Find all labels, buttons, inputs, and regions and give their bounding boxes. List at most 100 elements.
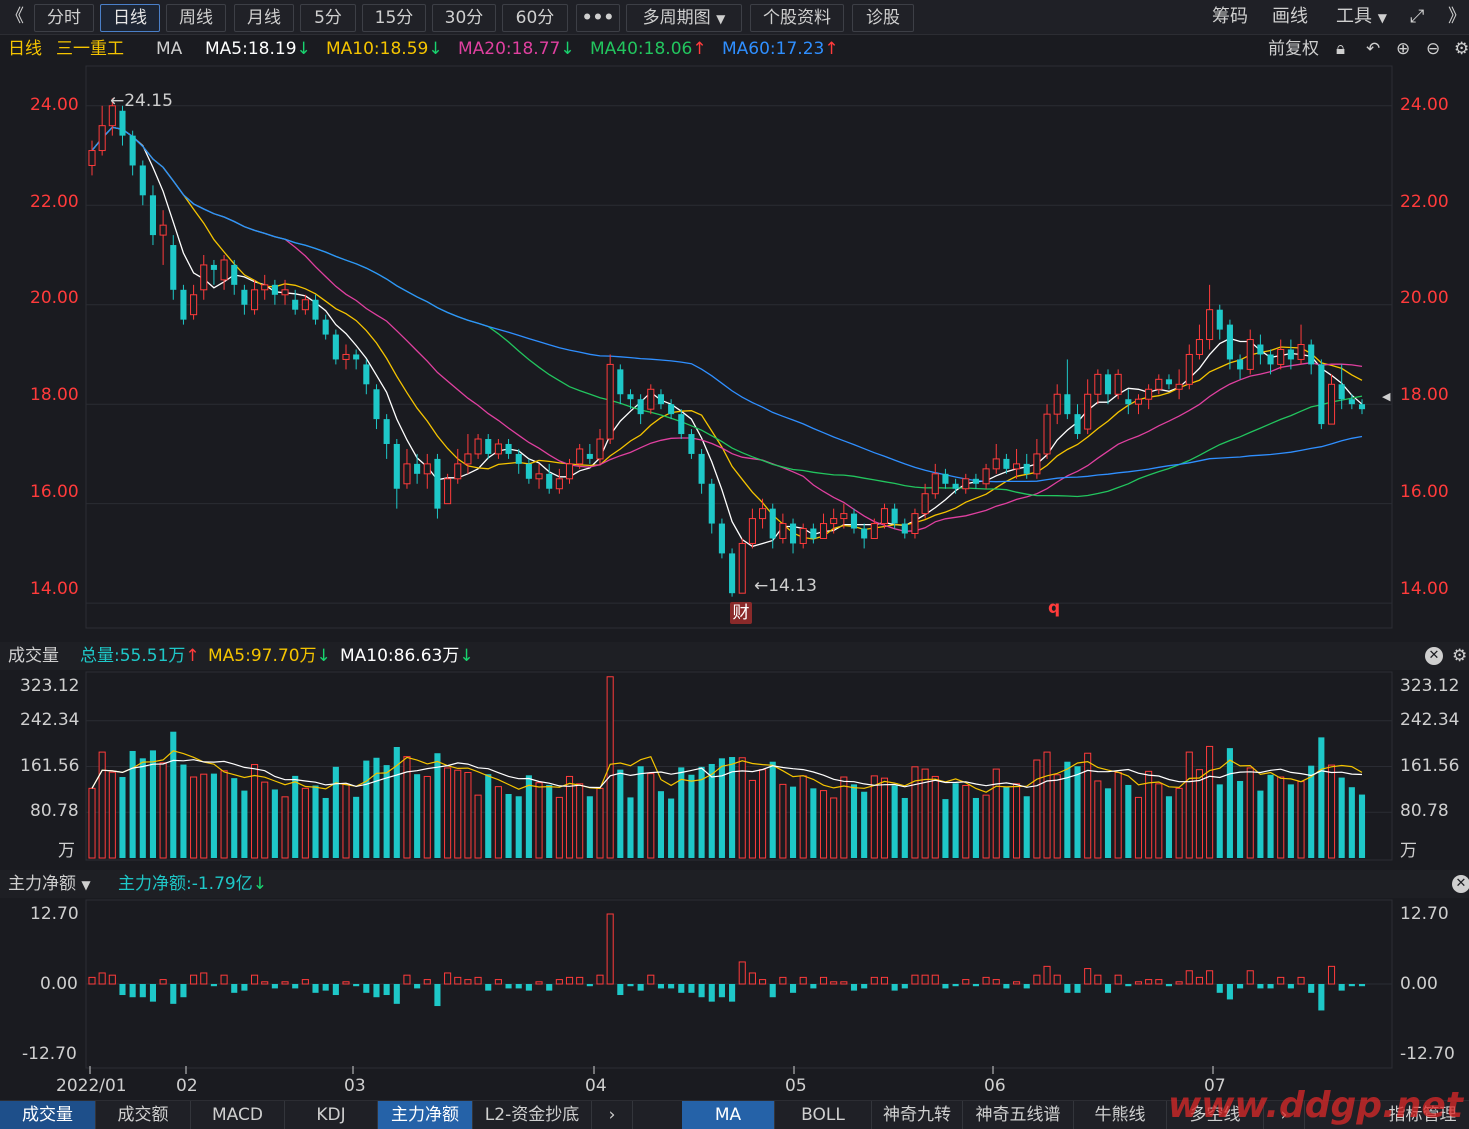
volume-bar	[992, 768, 1000, 859]
collapse-left-icon[interactable]: 《	[6, 6, 24, 27]
tab-magic-five[interactable]: 神奇五线谱	[963, 1101, 1074, 1129]
flow-bar	[688, 984, 695, 993]
ma10-text: MA10:18.59	[326, 39, 429, 59]
tab-magic-nine[interactable]: 神奇九转	[872, 1101, 963, 1129]
volume-bar	[251, 764, 259, 859]
tab-boll[interactable]: BOLL	[775, 1101, 872, 1129]
flow-bar	[393, 984, 400, 1004]
volume-total-text: 总量:55.51万	[80, 646, 186, 666]
diagnose-button[interactable]: 诊股	[852, 4, 914, 32]
flow-title-dropdown[interactable]: 主力净额 ▼	[8, 870, 91, 899]
tab-mainforce-net[interactable]: 主力净额	[378, 1101, 473, 1129]
zoom-in-icon[interactable]: ⊕	[1396, 39, 1411, 59]
period-tab-60min[interactable]: 60分	[502, 4, 568, 32]
flow-bar	[1297, 976, 1305, 985]
flow-bar	[373, 984, 380, 998]
tab-bull-bear[interactable]: 牛熊线	[1074, 1101, 1167, 1129]
flow-bar	[332, 984, 339, 996]
tools-dropdown[interactable]: 工具 ▼	[1336, 4, 1387, 31]
arrow-down-icon: ↓	[428, 39, 443, 59]
candle-body	[565, 463, 574, 480]
volume-bar	[799, 775, 807, 859]
q-marker[interactable]: q	[1048, 598, 1061, 618]
tab-indicator-manage[interactable]: 指标管理	[1388, 1105, 1457, 1125]
multi-period-dropdown[interactable]: 多周期图 ▼	[626, 4, 742, 32]
volume-bar	[546, 784, 553, 858]
stock-info-button[interactable]: 个股资料	[750, 4, 844, 32]
volume-bar	[718, 758, 725, 858]
flow-bar	[139, 984, 146, 998]
flow-bar	[1094, 974, 1102, 985]
candle-body	[353, 354, 360, 360]
flow-bar	[1257, 984, 1264, 989]
flow-bar	[1043, 965, 1051, 985]
period-tab-intraday[interactable]: 分时	[34, 4, 94, 32]
volume-bar	[1104, 788, 1112, 858]
candle-body	[332, 334, 339, 360]
undo-icon[interactable]: ↶	[1366, 39, 1381, 59]
period-tab-30min[interactable]: 30分	[432, 4, 496, 32]
tab-scroll-right-icon[interactable]: ›	[1264, 1101, 1305, 1129]
settings-icon[interactable]: ⚙	[1454, 39, 1469, 59]
volume-tick: 323.12	[1400, 676, 1460, 696]
candle-body	[363, 364, 370, 385]
indicator-name[interactable]: MA	[156, 39, 183, 59]
period-tab-15min[interactable]: 15分	[362, 4, 426, 32]
draw-line-button[interactable]: 画线	[1272, 6, 1308, 27]
candle-body	[1023, 463, 1030, 474]
more-periods-button[interactable]: •••	[576, 4, 620, 32]
flow-bar	[170, 984, 177, 1004]
period-label: 日线	[8, 39, 42, 59]
tab-macd[interactable]: MACD	[191, 1101, 285, 1129]
price-tick: 20.00	[30, 288, 79, 308]
volume-bar	[363, 760, 370, 858]
date-tick: 05	[785, 1076, 807, 1096]
period-tab-monthly[interactable]: 月线	[234, 4, 294, 32]
ma5-line	[91, 126, 1363, 548]
flow-value-text: 主力净额:-1.79亿	[118, 874, 253, 894]
close-icon[interactable]: ✕	[1452, 875, 1469, 893]
candle-body	[596, 438, 604, 460]
arrow-down-icon: ↓	[459, 646, 474, 666]
volume-ma10: MA10:86.63万↓	[340, 642, 474, 670]
financial-report-marker[interactable]: 财	[730, 602, 752, 624]
candle-body	[312, 299, 319, 320]
period-tab-daily[interactable]: 日线	[100, 4, 160, 32]
tab-volume[interactable]: 成交量	[0, 1101, 96, 1129]
tab-long-short[interactable]: 多空线	[1167, 1101, 1264, 1129]
candle-body	[1348, 399, 1355, 405]
volume-bar	[271, 789, 278, 858]
period-tab-5min[interactable]: 5分	[300, 4, 356, 32]
settings-icon[interactable]: ⚙	[1452, 646, 1468, 666]
volume-title[interactable]: 成交量	[8, 646, 59, 666]
candle-body	[1114, 373, 1122, 395]
flow-bar	[627, 984, 634, 987]
price-tick: 14.00	[30, 579, 79, 599]
candle-body	[840, 513, 848, 520]
volume-bar	[261, 781, 269, 859]
tab-turnover[interactable]: 成交额	[96, 1101, 191, 1129]
close-icon[interactable]: ✕	[1425, 647, 1443, 665]
adjust-mode[interactable]: 前复权	[1268, 39, 1319, 59]
period-tab-weekly[interactable]: 周线	[166, 4, 226, 32]
lock-icon[interactable]: 🔒︎	[1336, 39, 1346, 59]
candle-body	[1237, 359, 1244, 370]
stock-name: 三一重工	[56, 39, 124, 59]
candle-body	[891, 508, 898, 524]
tab-l2-bottom[interactable]: L2-资金抄底	[473, 1101, 592, 1129]
chips-button[interactable]: 筹码	[1212, 6, 1248, 27]
tab-kdj[interactable]: KDJ	[285, 1101, 378, 1129]
candle-body	[1104, 374, 1112, 395]
tab-scroll-right-icon[interactable]: ›	[592, 1101, 633, 1129]
flow-bar	[810, 984, 817, 989]
volume-bar	[525, 775, 532, 858]
zoom-out-icon[interactable]: ⊖	[1426, 39, 1441, 59]
expand-right-icon[interactable]: 》	[1448, 6, 1466, 27]
volume-bar	[668, 798, 675, 858]
fullscreen-icon[interactable]: ⤢	[1410, 6, 1425, 27]
volume-bar	[1338, 777, 1345, 858]
flow-bar	[1267, 984, 1274, 989]
volume-bar	[1348, 787, 1355, 858]
tab-ma[interactable]: MA	[682, 1101, 775, 1129]
